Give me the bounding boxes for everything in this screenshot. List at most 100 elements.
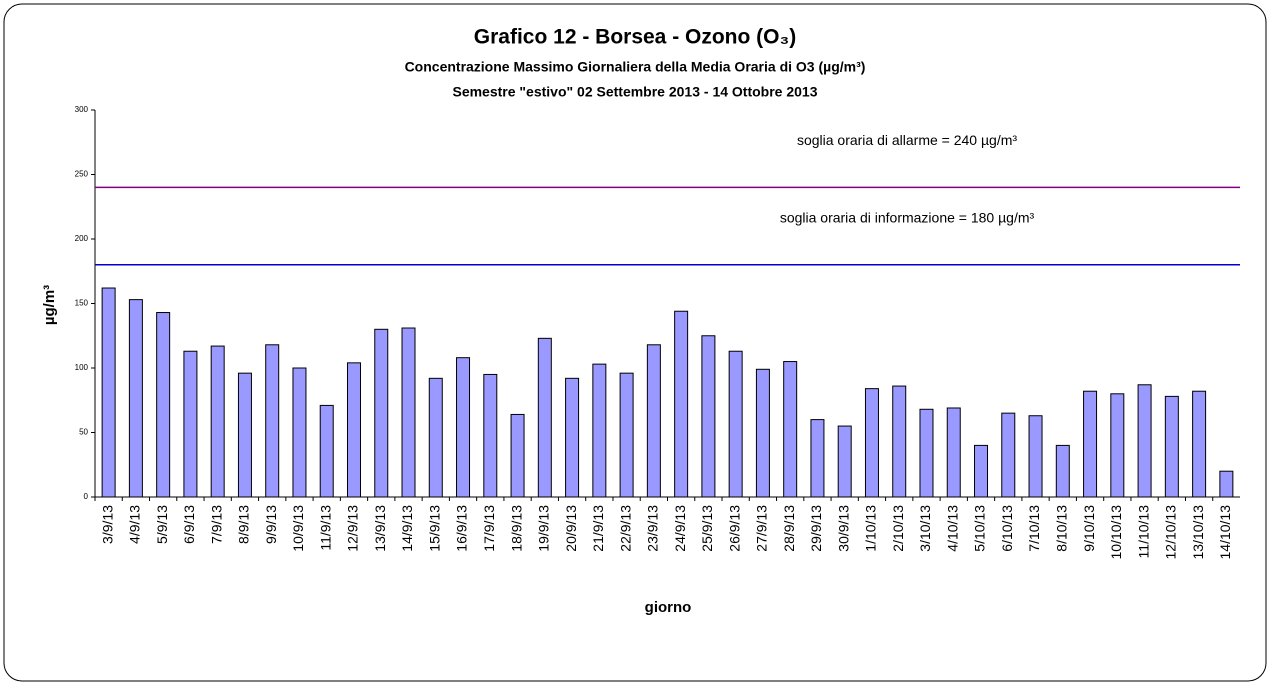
bar [401,327,416,498]
x-axis-label: giorno [645,599,692,616]
y-axis-label: µg/m³ [41,285,58,325]
bar [456,357,471,498]
x-tick-label: 13/9/13 [372,505,388,552]
bar [837,425,852,498]
chart-frame [3,3,1267,682]
x-tick-label: 15/9/13 [426,505,442,552]
x-tick-label: 16/9/13 [454,505,470,552]
bar [346,362,361,498]
x-tick-label: 14/10/13 [1217,505,1233,560]
chart-title: Grafico 12 - Borsea - Ozono (O₃) [474,26,796,49]
bar [1219,470,1234,498]
x-tick-label: 8/10/13 [1054,505,1070,552]
threshold-label: soglia oraria di informazione = 180 µg/m… [780,210,1035,226]
bar [483,373,498,498]
x-tick-label: 11/9/13 [317,505,333,551]
bar [755,368,770,498]
x-tick-label: 9/10/13 [1081,505,1097,552]
bar [919,408,934,498]
y-tick-label: 200 [75,234,89,243]
bar [674,310,689,498]
x-tick-label: 3/9/13 [99,505,115,544]
chart-subtitle: Semestre "estivo" 02 Settembre 2013 - 14… [452,84,817,100]
bar [183,350,198,498]
x-tick-label: 27/9/13 [754,505,770,552]
bar [701,335,716,498]
x-tick-label: 19/9/13 [536,505,552,552]
x-tick-label: 4/10/13 [944,505,960,552]
bar [1055,444,1070,498]
bar [1001,412,1016,498]
x-tick-label: 1/10/13 [863,505,879,552]
x-tick-label: 6/10/13 [999,505,1015,552]
x-tick-label: 29/9/13 [808,505,824,552]
x-tick-label: 28/9/13 [781,505,797,552]
x-tick-label: 25/9/13 [699,505,715,552]
y-tick-label: 0 [84,492,89,501]
bar [810,419,825,498]
x-tick-label: 26/9/13 [726,505,742,552]
bar [156,312,171,498]
x-tick-label: 10/9/13 [290,505,306,552]
x-tick-label: 20/9/13 [563,505,579,552]
bar [1083,390,1098,498]
x-tick-label: 5/10/13 [972,505,988,552]
bar [646,344,661,498]
bar [428,377,443,498]
x-tick-label: 9/9/13 [263,505,279,544]
bar [864,388,879,498]
bar [892,385,907,498]
x-tick-label: 7/9/13 [208,505,224,544]
x-tick-label: 10/10/13 [1108,505,1124,560]
x-tick-label: 14/9/13 [399,505,415,552]
bar [1137,384,1152,498]
bar [319,404,334,498]
bar [728,350,743,498]
x-tick-label: 18/9/13 [508,505,524,552]
y-tick-label: 250 [75,170,89,179]
x-tick-label: 5/9/13 [154,505,170,544]
x-tick-label: 12/9/13 [345,505,361,552]
bar [592,363,607,498]
x-tick-label: 12/10/13 [1163,505,1179,560]
y-tick-label: 300 [75,105,89,114]
x-tick-label: 22/9/13 [617,505,633,552]
x-tick-label: 7/10/13 [1026,505,1042,552]
bar [101,287,116,498]
threshold-label: soglia oraria di allarme = 240 µg/m³ [797,132,1017,148]
bar [537,337,552,498]
x-tick-label: 13/10/13 [1190,505,1206,560]
bar [374,328,389,498]
x-tick-label: 3/10/13 [917,505,933,552]
x-tick-label: 21/9/13 [590,505,606,552]
bar [619,372,634,498]
chart-subtitle: Concentrazione Massimo Giornaliera della… [405,59,866,75]
x-tick-label: 2/10/13 [890,505,906,552]
bar [974,444,989,498]
x-tick-label: 4/9/13 [127,505,143,544]
bar [265,344,280,498]
bar [292,367,307,498]
x-tick-label: 24/9/13 [672,505,688,552]
bar [1192,390,1207,498]
x-tick-label: 30/9/13 [835,505,851,552]
bar [210,345,225,498]
y-tick-label: 150 [75,299,89,308]
bar [565,377,580,498]
bar [1164,395,1179,498]
bar [1110,393,1125,498]
bar [946,407,961,498]
bar [237,372,252,498]
bar [128,299,143,498]
x-tick-label: 17/9/13 [481,505,497,552]
bar [510,413,525,498]
bar [783,361,798,498]
y-tick-label: 50 [79,428,88,437]
x-tick-label: 6/9/13 [181,505,197,544]
bar [1028,415,1043,498]
x-tick-label: 11/10/13 [1135,505,1151,559]
x-tick-label: 23/9/13 [645,505,661,552]
x-tick-label: 8/9/13 [236,505,252,544]
y-tick-label: 100 [75,363,89,372]
